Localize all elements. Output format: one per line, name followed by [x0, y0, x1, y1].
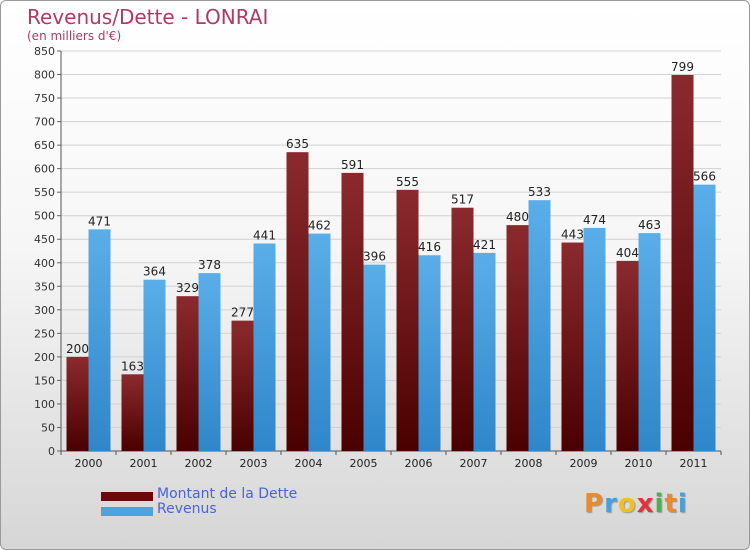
- data-label: 591: [341, 158, 364, 172]
- data-label: 404: [616, 246, 639, 260]
- y-tick-label: 300: [34, 304, 55, 317]
- data-label: 163: [121, 359, 144, 373]
- bar-dette: [451, 207, 474, 451]
- bar-revenus: [143, 279, 166, 451]
- x-tick-label: 2001: [130, 457, 158, 470]
- bar-dette: [176, 296, 199, 451]
- bar-dette: [506, 225, 529, 451]
- x-tick-label: 2003: [240, 457, 268, 470]
- bar-revenus: [583, 227, 606, 451]
- data-label: 441: [253, 228, 276, 242]
- y-tick-label: 650: [34, 139, 55, 152]
- bar-dette: [341, 172, 364, 451]
- legend-swatch-dette: [101, 492, 153, 501]
- data-label: 200: [66, 342, 89, 356]
- bar-dette: [671, 75, 694, 451]
- bar-revenus: [363, 264, 386, 451]
- y-tick-label: 800: [34, 69, 55, 82]
- bar-dette: [231, 320, 254, 451]
- x-tick-label: 2010: [625, 457, 653, 470]
- bar-revenus: [638, 233, 661, 451]
- data-label: 471: [88, 214, 111, 228]
- x-tick-label: 2002: [185, 457, 213, 470]
- logo-letter: t: [664, 489, 678, 519]
- data-label: 480: [506, 210, 529, 224]
- chart-title: Revenus/Dette - LONRAI: [27, 5, 269, 29]
- x-tick-label: 2007: [460, 457, 488, 470]
- data-label: 463: [638, 218, 661, 232]
- logo-letter: i: [654, 489, 665, 519]
- data-label: 421: [473, 238, 496, 252]
- bar-dette: [66, 356, 89, 451]
- data-label: 396: [363, 250, 386, 264]
- bar-revenus: [693, 184, 716, 451]
- bar-revenus: [418, 255, 441, 451]
- x-tick-label: 2006: [405, 457, 433, 470]
- y-tick-label: 150: [34, 374, 55, 387]
- logo-letter: x: [636, 489, 655, 519]
- bar-dette: [396, 189, 419, 451]
- y-tick-label: 750: [34, 92, 55, 105]
- y-tick-label: 100: [34, 398, 55, 411]
- data-label: 555: [396, 175, 419, 189]
- bar-dette: [121, 374, 144, 451]
- data-label: 474: [583, 213, 606, 227]
- logo-letter: i: [677, 489, 688, 519]
- legend-label-revenus: Revenus: [157, 501, 217, 517]
- x-tick-label: 2009: [570, 457, 598, 470]
- logo-letter: o: [617, 489, 637, 519]
- data-label: 566: [693, 170, 716, 184]
- legend-label-dette: Montant de la Dette: [157, 486, 298, 502]
- bar-revenus: [88, 229, 111, 451]
- data-label: 364: [143, 265, 166, 279]
- bar-revenus: [528, 200, 551, 451]
- data-label: 799: [671, 60, 694, 74]
- data-label: 329: [176, 281, 199, 295]
- bar-dette: [616, 260, 639, 451]
- bar-revenus: [308, 233, 331, 451]
- bar-dette: [561, 242, 584, 451]
- data-label: 517: [451, 193, 474, 207]
- x-tick-label: 2004: [295, 457, 323, 470]
- x-tick-label: 2000: [75, 457, 103, 470]
- x-tick-label: 2011: [680, 457, 708, 470]
- logo-letter: r: [604, 489, 618, 519]
- y-tick-label: 350: [34, 280, 55, 293]
- bar-revenus: [473, 252, 496, 451]
- y-tick-label: 50: [41, 421, 55, 434]
- y-tick-label: 200: [34, 351, 55, 364]
- data-label: 378: [198, 258, 221, 272]
- chart-subtitle: (en milliers d'€): [27, 29, 122, 43]
- y-tick-label: 550: [34, 186, 55, 199]
- bar-revenus: [198, 273, 221, 451]
- y-tick-label: 0: [48, 445, 55, 458]
- data-label: 533: [528, 185, 551, 199]
- data-label: 635: [286, 137, 309, 151]
- logo-letter: P: [584, 489, 605, 519]
- x-tick-label: 2005: [350, 457, 378, 470]
- bar-revenus: [253, 243, 276, 451]
- y-tick-label: 400: [34, 257, 55, 270]
- y-tick-label: 850: [34, 45, 55, 58]
- proxiti-logo: Proxiti: [584, 489, 688, 519]
- y-tick-label: 600: [34, 163, 55, 176]
- bar-dette: [286, 152, 309, 452]
- data-label: 443: [561, 228, 584, 242]
- legend-swatch-revenus: [101, 507, 153, 516]
- y-tick-label: 250: [34, 327, 55, 340]
- x-tick-label: 2008: [515, 457, 543, 470]
- y-tick-label: 700: [34, 116, 55, 129]
- y-tick-label: 500: [34, 210, 55, 223]
- y-tick-label: 450: [34, 233, 55, 246]
- data-label: 277: [231, 306, 254, 320]
- data-label: 416: [418, 240, 441, 254]
- data-label: 462: [308, 219, 331, 233]
